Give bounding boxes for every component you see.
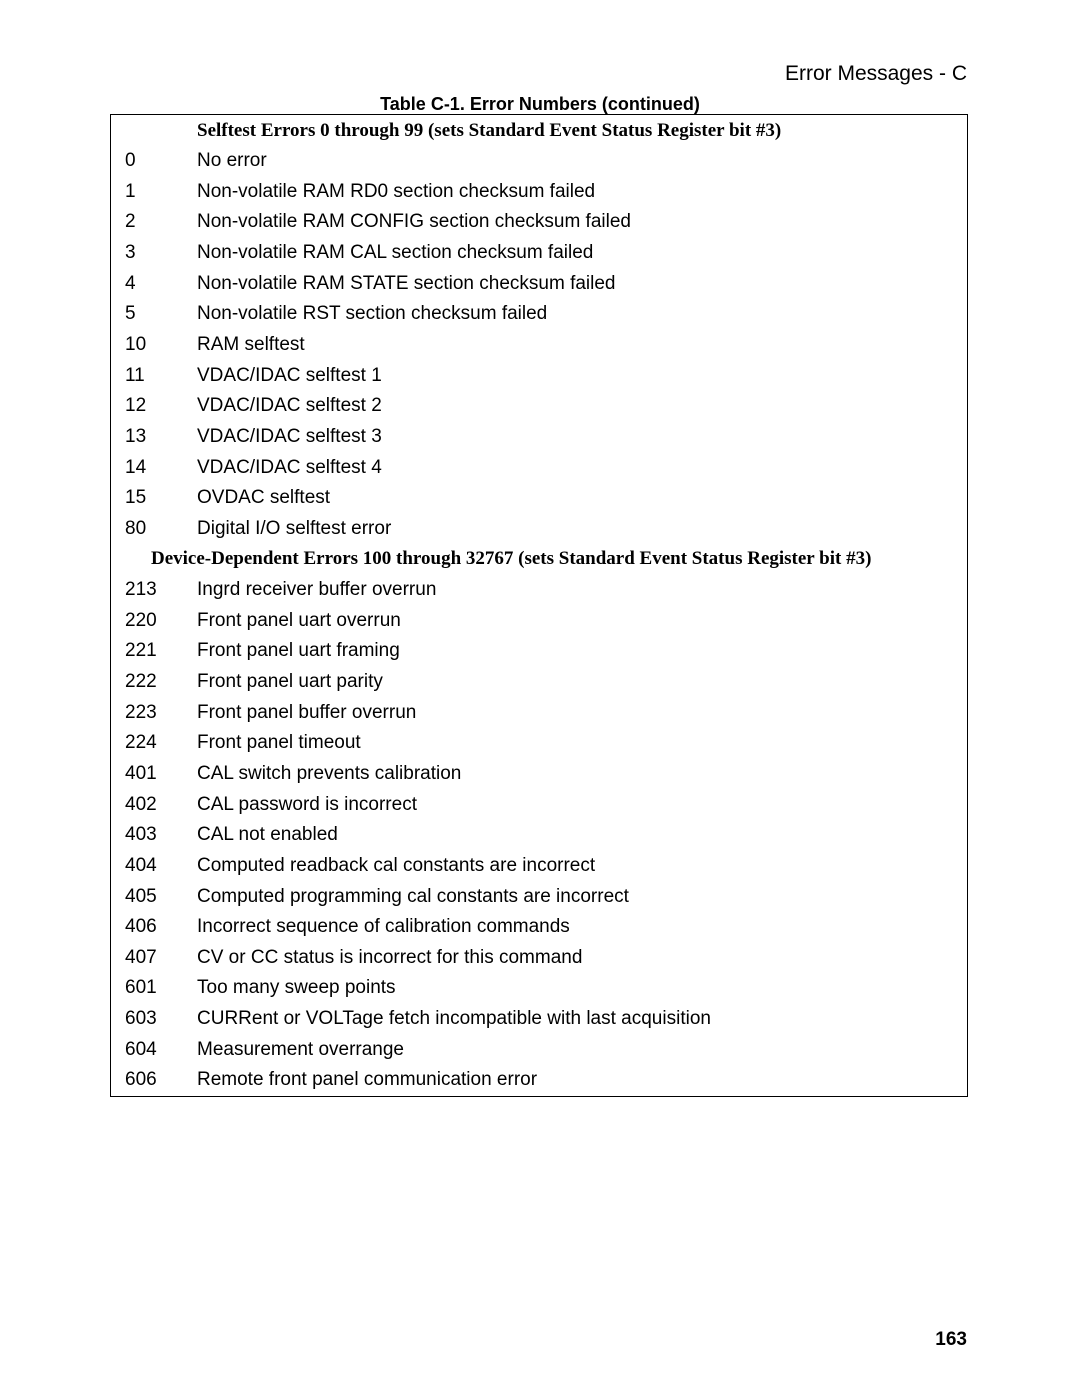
table-row: 223Front panel buffer overrun <box>111 697 967 728</box>
table-section-header: Device-Dependent Errors 100 through 3276… <box>111 544 967 575</box>
table-cell-code: 5 <box>111 301 197 327</box>
table-cell-code: 0 <box>111 148 197 174</box>
page-number: 163 <box>935 1329 967 1351</box>
table-cell-code: 213 <box>111 577 197 603</box>
table-cell-description: Non-volatile RST section checksum failed <box>197 301 967 327</box>
table-row: 402CAL password is incorrect <box>111 789 967 820</box>
table-cell-code: 404 <box>111 853 197 879</box>
table-cell-code: 406 <box>111 914 197 940</box>
table-cell-description: Front panel uart framing <box>197 638 967 664</box>
table-cell-code: 403 <box>111 822 197 848</box>
table-cell-description: Ingrd receiver buffer overrun <box>197 577 967 603</box>
table-row: 401CAL switch prevents calibration <box>111 758 967 789</box>
table-row: 0No error <box>111 146 967 177</box>
table-row: 221Front panel uart framing <box>111 636 967 667</box>
table-row: 12VDAC/IDAC selftest 2 <box>111 391 967 422</box>
table-section-header-text: Device-Dependent Errors 100 through 3276… <box>111 546 967 572</box>
table-cell-code: 223 <box>111 700 197 726</box>
table-cell-description: Non-volatile RAM CAL section checksum fa… <box>197 240 967 266</box>
table-cell-description: OVDAC selftest <box>197 485 967 511</box>
table-cell-code: 1 <box>111 179 197 205</box>
table-cell-description: Front panel buffer overrun <box>197 700 967 726</box>
table-cell-code: 13 <box>111 424 197 450</box>
table-cell-description: Remote front panel communication error <box>197 1067 967 1093</box>
table-cell-description: Computed readback cal constants are inco… <box>197 853 967 879</box>
table-cell-description: Non-volatile RAM CONFIG section checksum… <box>197 209 967 235</box>
table-cell-code: 221 <box>111 638 197 664</box>
table-row: 603CURRent or VOLTage fetch incompatible… <box>111 1004 967 1035</box>
table-cell-code: 603 <box>111 1006 197 1032</box>
table-row: 3Non-volatile RAM CAL section checksum f… <box>111 238 967 269</box>
table-row: 1Non-volatile RAM RD0 section checksum f… <box>111 176 967 207</box>
table-cell-description: VDAC/IDAC selftest 4 <box>197 455 967 481</box>
table-row: 10RAM selftest <box>111 329 967 360</box>
table-cell-code: 402 <box>111 792 197 818</box>
table-row: 5Non-volatile RST section checksum faile… <box>111 299 967 330</box>
table-caption: Table C-1. Error Numbers (continued) <box>0 94 1080 115</box>
table-row: 15OVDAC selftest <box>111 483 967 514</box>
table-cell-description: Measurement overrange <box>197 1037 967 1063</box>
table-section-header: Selftest Errors 0 through 99 (sets Stand… <box>111 115 967 146</box>
table-cell-description: CAL not enabled <box>197 822 967 848</box>
table-cell-description: Non-volatile RAM RD0 section checksum fa… <box>197 179 967 205</box>
table-cell-code: 222 <box>111 669 197 695</box>
table-cell-description: No error <box>197 148 967 174</box>
table-cell-code: 401 <box>111 761 197 787</box>
table-cell-code: 14 <box>111 455 197 481</box>
table-row: 407CV or CC status is incorrect for this… <box>111 942 967 973</box>
table-cell-code: 405 <box>111 884 197 910</box>
table-cell-code: 11 <box>111 363 197 389</box>
table-cell-code: 407 <box>111 945 197 971</box>
table-cell-description: CAL switch prevents calibration <box>197 761 967 787</box>
document-page: Error Messages - C Table C-1. Error Numb… <box>0 0 1080 1397</box>
table-cell-description: CV or CC status is incorrect for this co… <box>197 945 967 971</box>
table-cell-description: Too many sweep points <box>197 975 967 1001</box>
table-cell-description: Computed programming cal constants are i… <box>197 884 967 910</box>
table-row: 222Front panel uart parity <box>111 667 967 698</box>
table-cell-code: 3 <box>111 240 197 266</box>
table-cell-description: VDAC/IDAC selftest 2 <box>197 393 967 419</box>
table-row: 11VDAC/IDAC selftest 1 <box>111 360 967 391</box>
table-cell-description: Front panel uart overrun <box>197 608 967 634</box>
table-cell-description: Incorrect sequence of calibration comman… <box>197 914 967 940</box>
table-row: 14VDAC/IDAC selftest 4 <box>111 452 967 483</box>
table-cell-description: Front panel timeout <box>197 730 967 756</box>
error-numbers-table: Selftest Errors 0 through 99 (sets Stand… <box>110 114 968 1097</box>
table-row: 405Computed programming cal constants ar… <box>111 881 967 912</box>
table-row: 404Computed readback cal constants are i… <box>111 850 967 881</box>
table-cell-description: Digital I/O selftest error <box>197 516 967 542</box>
table-cell-description: RAM selftest <box>197 332 967 358</box>
table-row: 2Non-volatile RAM CONFIG section checksu… <box>111 207 967 238</box>
table-row: 224Front panel timeout <box>111 728 967 759</box>
table-cell-description: CURRent or VOLTage fetch incompatible wi… <box>197 1006 967 1032</box>
table-cell-description: VDAC/IDAC selftest 1 <box>197 363 967 389</box>
table-cell-code: 12 <box>111 393 197 419</box>
table-row: 606Remote front panel communication erro… <box>111 1065 967 1096</box>
table-row: 4Non-volatile RAM STATE section checksum… <box>111 268 967 299</box>
table-cell-code: 15 <box>111 485 197 511</box>
table-cell-code: 220 <box>111 608 197 634</box>
table-cell-code: 601 <box>111 975 197 1001</box>
table-cell-code: 10 <box>111 332 197 358</box>
table-cell-code: 606 <box>111 1067 197 1093</box>
page-header: Error Messages - C <box>785 62 967 86</box>
table-row: 403CAL not enabled <box>111 820 967 851</box>
table-cell-description: VDAC/IDAC selftest 3 <box>197 424 967 450</box>
table-cell-description: Non-volatile RAM STATE section checksum … <box>197 271 967 297</box>
table-row: 80Digital I/O selftest error <box>111 513 967 544</box>
table-cell-code: 80 <box>111 516 197 542</box>
table-cell-description: Front panel uart parity <box>197 669 967 695</box>
table-cell-code: 604 <box>111 1037 197 1063</box>
table-cell-description: CAL password is incorrect <box>197 792 967 818</box>
table-row: 604Measurement overrange <box>111 1034 967 1065</box>
table-row: 601Too many sweep points <box>111 973 967 1004</box>
table-row: 220Front panel uart overrun <box>111 605 967 636</box>
table-cell-code: 2 <box>111 209 197 235</box>
table-row: 213Ingrd receiver buffer overrun <box>111 575 967 606</box>
table-cell-code: 224 <box>111 730 197 756</box>
table-row: 13VDAC/IDAC selftest 3 <box>111 421 967 452</box>
table-section-header-text: Selftest Errors 0 through 99 (sets Stand… <box>197 118 967 144</box>
table-cell-code: 4 <box>111 271 197 297</box>
table-row: 406Incorrect sequence of calibration com… <box>111 912 967 943</box>
